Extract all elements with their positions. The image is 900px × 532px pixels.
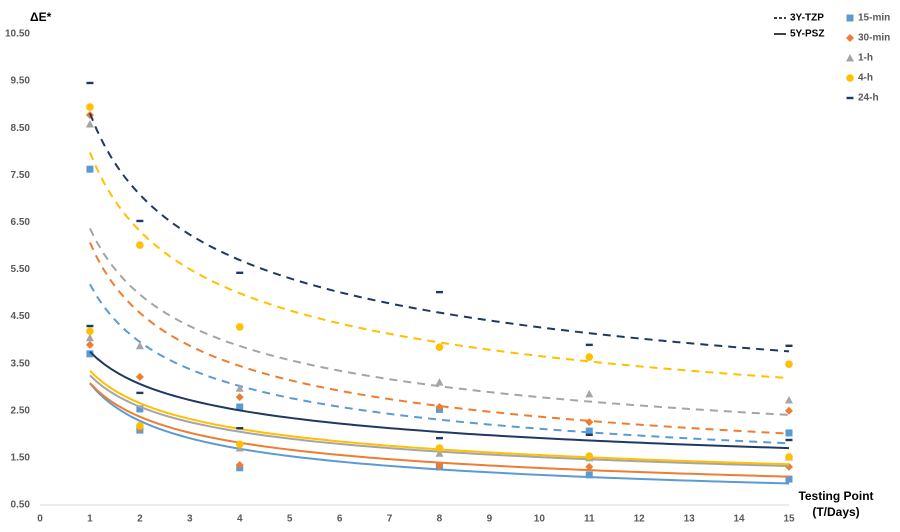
legend-label: 5Y-PSZ — [790, 29, 824, 40]
legend-label: 1-h — [858, 53, 873, 64]
legend-label: 3Y-TZP — [790, 13, 824, 24]
point — [585, 427, 593, 435]
x-tick-label: 4 — [237, 514, 243, 525]
y-tick-label: 5.50 — [11, 264, 31, 275]
point — [585, 452, 594, 460]
x-tick-label: 0 — [37, 514, 43, 525]
point — [585, 462, 594, 471]
trendline — [89, 228, 790, 416]
point — [136, 405, 144, 413]
trendline — [89, 350, 790, 450]
x-tick-label: 11 — [584, 514, 595, 525]
y-tick-label: 9.50 — [11, 76, 31, 87]
point — [785, 429, 793, 437]
trendline — [89, 152, 790, 380]
point — [435, 343, 444, 352]
y-tick-label: 6.50 — [11, 217, 31, 228]
x-tick-label: 3 — [187, 514, 193, 525]
point — [785, 475, 793, 483]
trendline — [89, 283, 790, 445]
point — [785, 406, 793, 415]
point — [585, 343, 593, 347]
legend-marker — [846, 74, 854, 82]
legend-marker — [846, 54, 854, 62]
point — [236, 427, 244, 430]
x-tick-label: 10 — [534, 514, 546, 525]
point — [785, 395, 793, 404]
legend-label: 30-min — [858, 33, 890, 44]
point — [136, 391, 144, 395]
x-tick-label: 15 — [783, 514, 795, 525]
point — [585, 433, 593, 437]
point — [435, 436, 443, 440]
x-tick-label: 14 — [734, 514, 746, 525]
x-tick-label: 1 — [87, 514, 93, 525]
point — [435, 444, 444, 452]
x-tick-label: 13 — [684, 514, 696, 525]
point — [435, 403, 444, 412]
point — [235, 460, 244, 469]
point — [785, 344, 793, 348]
point — [235, 323, 244, 331]
legend-label: 24-h — [858, 93, 879, 104]
point — [585, 418, 594, 427]
point — [585, 389, 594, 398]
point — [235, 384, 244, 392]
x-tick-label: 6 — [337, 514, 343, 525]
point — [86, 324, 94, 328]
point — [785, 453, 793, 461]
y-tick-label: 2.50 — [11, 405, 31, 416]
point — [585, 471, 593, 479]
legend-marker — [846, 14, 854, 22]
point — [135, 372, 144, 381]
point — [235, 393, 244, 402]
x-tick-label: 2 — [137, 514, 143, 525]
point — [86, 165, 94, 173]
point — [585, 353, 594, 361]
point — [785, 360, 793, 368]
point — [235, 440, 244, 449]
legend-label: 4-h — [858, 73, 873, 84]
point — [85, 340, 94, 349]
point — [85, 119, 94, 128]
y-tick-label: 10.50 — [5, 29, 30, 40]
y-tick-label: 7.50 — [11, 170, 31, 181]
point — [435, 461, 444, 470]
legend-label: 15-min — [858, 13, 890, 24]
point — [135, 341, 144, 350]
y-tick-label: 1.50 — [11, 453, 31, 464]
point — [136, 219, 144, 223]
x-tick-label: 12 — [634, 514, 646, 525]
legend-marker — [846, 34, 854, 42]
point — [136, 241, 144, 249]
point — [86, 103, 94, 111]
point — [785, 438, 793, 442]
legend-marker — [846, 96, 854, 100]
point — [236, 403, 244, 411]
x-tick-label: 8 — [437, 514, 443, 525]
y-tick-label: 0.50 — [11, 500, 31, 511]
x-tick-label: 7 — [387, 514, 393, 525]
point — [86, 327, 94, 336]
x-axis-label: (T/Days) — [812, 505, 859, 519]
point — [136, 422, 144, 430]
x-tick-label: 9 — [487, 514, 493, 525]
y-tick-label: 3.50 — [11, 358, 31, 369]
point — [435, 290, 443, 294]
trendline — [89, 113, 790, 353]
x-axis-label: Testing Point — [798, 489, 873, 503]
point — [86, 81, 94, 85]
y-tick-label: 8.50 — [11, 123, 31, 134]
point — [435, 449, 444, 457]
point — [435, 378, 444, 386]
y-axis-label: ΔE* — [30, 10, 52, 24]
point — [236, 271, 244, 274]
point — [85, 333, 94, 342]
point — [86, 350, 94, 358]
y-tick-label: 4.50 — [11, 311, 31, 322]
x-tick-label: 5 — [287, 514, 293, 525]
